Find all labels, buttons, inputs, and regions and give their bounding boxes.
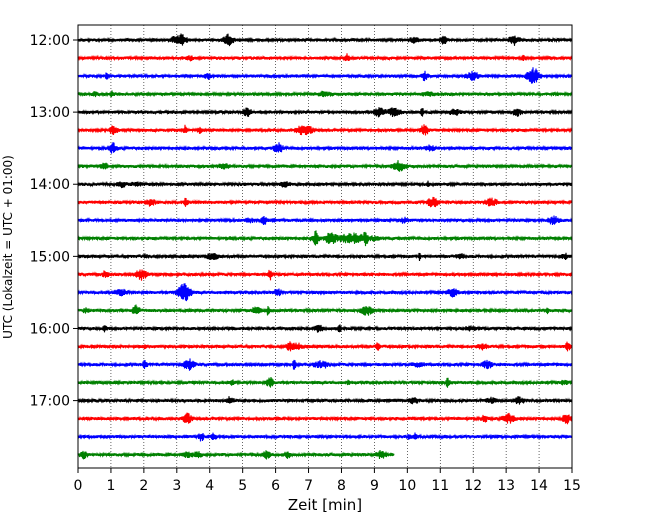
trace-14-30: [77, 215, 573, 226]
x-axis-ticks: 0 1 2 3 4 5 6 7 8 9 10 11 12 13 14 15: [74, 468, 581, 494]
x-tick-label: 11: [431, 478, 449, 494]
y-axis-label: UTC (Lokalzeit = UTC + 01:00): [1, 155, 15, 339]
x-tick-label: 7: [304, 478, 313, 494]
y-tick-label: 14:00: [30, 177, 70, 193]
trace-13-15: [77, 124, 573, 136]
x-tick-label: 4: [205, 478, 214, 494]
trace-17-15: [77, 412, 573, 425]
x-tick-label: 15: [563, 478, 581, 494]
y-tick-label: 12:00: [30, 33, 70, 49]
trace-15-15: [77, 269, 573, 281]
x-tick-label: 1: [106, 478, 115, 494]
x-tick-label: 6: [271, 478, 280, 494]
trace-15-30: [77, 283, 573, 302]
trace-13-45: [77, 160, 573, 172]
trace-12-15: [77, 53, 573, 62]
traces: [77, 33, 573, 460]
x-tick-label: 9: [370, 478, 379, 494]
grid-lines: [110, 25, 540, 468]
y-tick-label: 16:00: [30, 321, 70, 337]
trace-16-45: [77, 376, 573, 388]
trace-17-45: [77, 449, 395, 460]
plot-frame: [77, 24, 573, 469]
trace-14-00: [77, 180, 573, 189]
x-tick-label: 14: [530, 478, 548, 494]
y-axis-ticks: 12:00 13:00 14:00 15:00 16:00 17:00: [30, 33, 78, 410]
trace-13-00: [77, 107, 573, 118]
trace-12-00: [77, 33, 573, 47]
x-tick-label: 10: [398, 478, 416, 494]
x-tick-label: 5: [238, 478, 247, 494]
trace-12-30: [77, 67, 573, 84]
trace-15-45: [77, 304, 573, 316]
trace-17-30: [77, 432, 573, 442]
x-tick-label: 2: [139, 478, 148, 494]
y-tick-label: 13:00: [30, 105, 70, 121]
x-tick-label: 0: [74, 478, 83, 494]
y-tick-label: 17:00: [30, 394, 70, 410]
trace-16-15: [77, 341, 573, 352]
y-tick-label: 15:00: [30, 249, 70, 265]
x-tick-label: 8: [337, 478, 346, 494]
x-tick-label: 3: [172, 478, 181, 494]
x-tick-label: 13: [497, 478, 515, 494]
trace-14-45: [77, 230, 573, 247]
trace-14-15: [77, 196, 573, 208]
trace-16-00: [77, 324, 573, 333]
x-axis-label: Zeit [min]: [288, 496, 362, 514]
trace-15-00: [77, 252, 573, 262]
trace-17-00: [77, 396, 573, 405]
trace-13-30: [77, 142, 573, 154]
trace-12-45: [77, 90, 573, 98]
x-tick-label: 12: [464, 478, 482, 494]
trace-16-30: [77, 358, 573, 371]
